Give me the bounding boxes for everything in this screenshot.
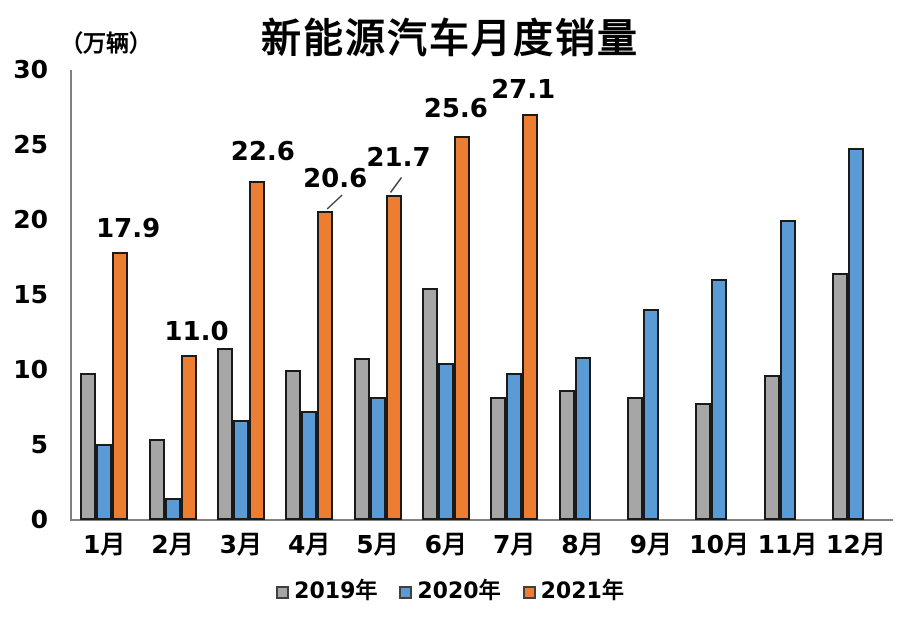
y-axis-tick-label-10: 10 [13,355,48,384]
x-axis-label-11: 11月 [757,530,818,559]
y-axis-tick-label-20: 20 [13,205,48,234]
bar-2021-3 [248,181,265,520]
x-axis-label-2: 2月 [151,530,194,559]
bar-2019-7 [490,397,507,520]
data-label-2021-6: 25.6 [423,94,488,124]
y-axis-tick-label-15: 15 [13,280,48,309]
x-axis-label-4: 4月 [287,530,331,559]
bar-2020-5 [369,397,386,520]
bar-2019-4 [285,370,302,520]
bar-2019-11 [763,374,780,520]
y-axis-unit-label: （万辆） [60,31,152,57]
legend-swatch-icon [522,585,536,599]
x-axis-label-10: 10月 [689,530,750,559]
bar-2019-1 [80,373,97,520]
bar-2020-2 [164,497,181,520]
data-label-2021-5: 21.7 [366,142,431,173]
bar-2020-4 [301,410,318,520]
bar-2021-5 [385,194,402,520]
bar-2020-9 [642,308,659,520]
bar-2021-4 [317,211,334,520]
bar-2021-2 [180,355,197,520]
chart-title: 新能源汽车月度销量 [261,16,639,62]
bar-2020-8 [574,356,591,520]
bar-2021-6 [453,136,470,520]
legend-swatch-icon [276,585,290,599]
bar-2019-8 [558,389,575,520]
bar-2020-10 [711,278,728,520]
bar-2019-3 [216,347,233,520]
bar-2020-12 [847,148,864,520]
data-label-2021-4: 20.6 [303,164,368,194]
legend-label: 2021年 [540,579,624,604]
bar-2021-7 [522,113,539,520]
legend-item-2019: 2019年 [276,580,377,604]
legend-label: 2020年 [417,579,501,604]
data-label-2021-1: 17.9 [96,213,161,244]
legend-item-2020: 2020年 [399,579,501,604]
y-axis-tick-label-25: 25 [13,130,48,159]
data-label-2021-3: 22.6 [230,137,295,167]
data-label-leader-line [326,194,343,210]
x-axis-label-8: 8月 [561,530,604,559]
bar-2020-11 [779,220,796,520]
bar-2019-12 [831,272,848,520]
bar-2021-1 [112,251,129,520]
data-label-2021-2: 11.0 [164,317,229,347]
legend: 2019年 2020年 2021年 [0,580,900,604]
x-axis-label-5: 5月 [356,530,399,559]
y-axis-tick-label-5: 5 [30,430,48,459]
x-axis-label-12: 12月 [825,530,886,559]
bar-2019-6 [421,287,438,520]
bar-2019-2 [148,439,165,520]
x-axis-label-9: 9月 [629,530,673,559]
x-axis-label-6: 6月 [424,530,468,559]
bar-2019-10 [695,403,712,520]
bar-2020-3 [232,419,249,520]
x-axis-label-3: 3月 [219,530,263,559]
bar-2019-5 [353,358,370,520]
legend-item-2021: 2021年 [522,579,624,604]
data-label-2021-7: 27.1 [491,74,556,105]
bar-2020-7 [506,373,523,520]
legend-label: 2019年 [294,579,378,604]
bar-2020-6 [437,362,454,520]
legend-swatch-icon [399,585,413,599]
x-axis-label-7: 7月 [492,530,536,559]
bar-2020-1 [96,443,113,520]
bar-2019-9 [626,397,643,520]
y-axis-tick-label-30: 30 [13,55,48,84]
y-axis-line [70,70,72,520]
x-axis-label-1: 1月 [82,530,126,559]
y-axis-tick-label-0: 0 [30,505,48,534]
x-axis-line [70,519,893,521]
